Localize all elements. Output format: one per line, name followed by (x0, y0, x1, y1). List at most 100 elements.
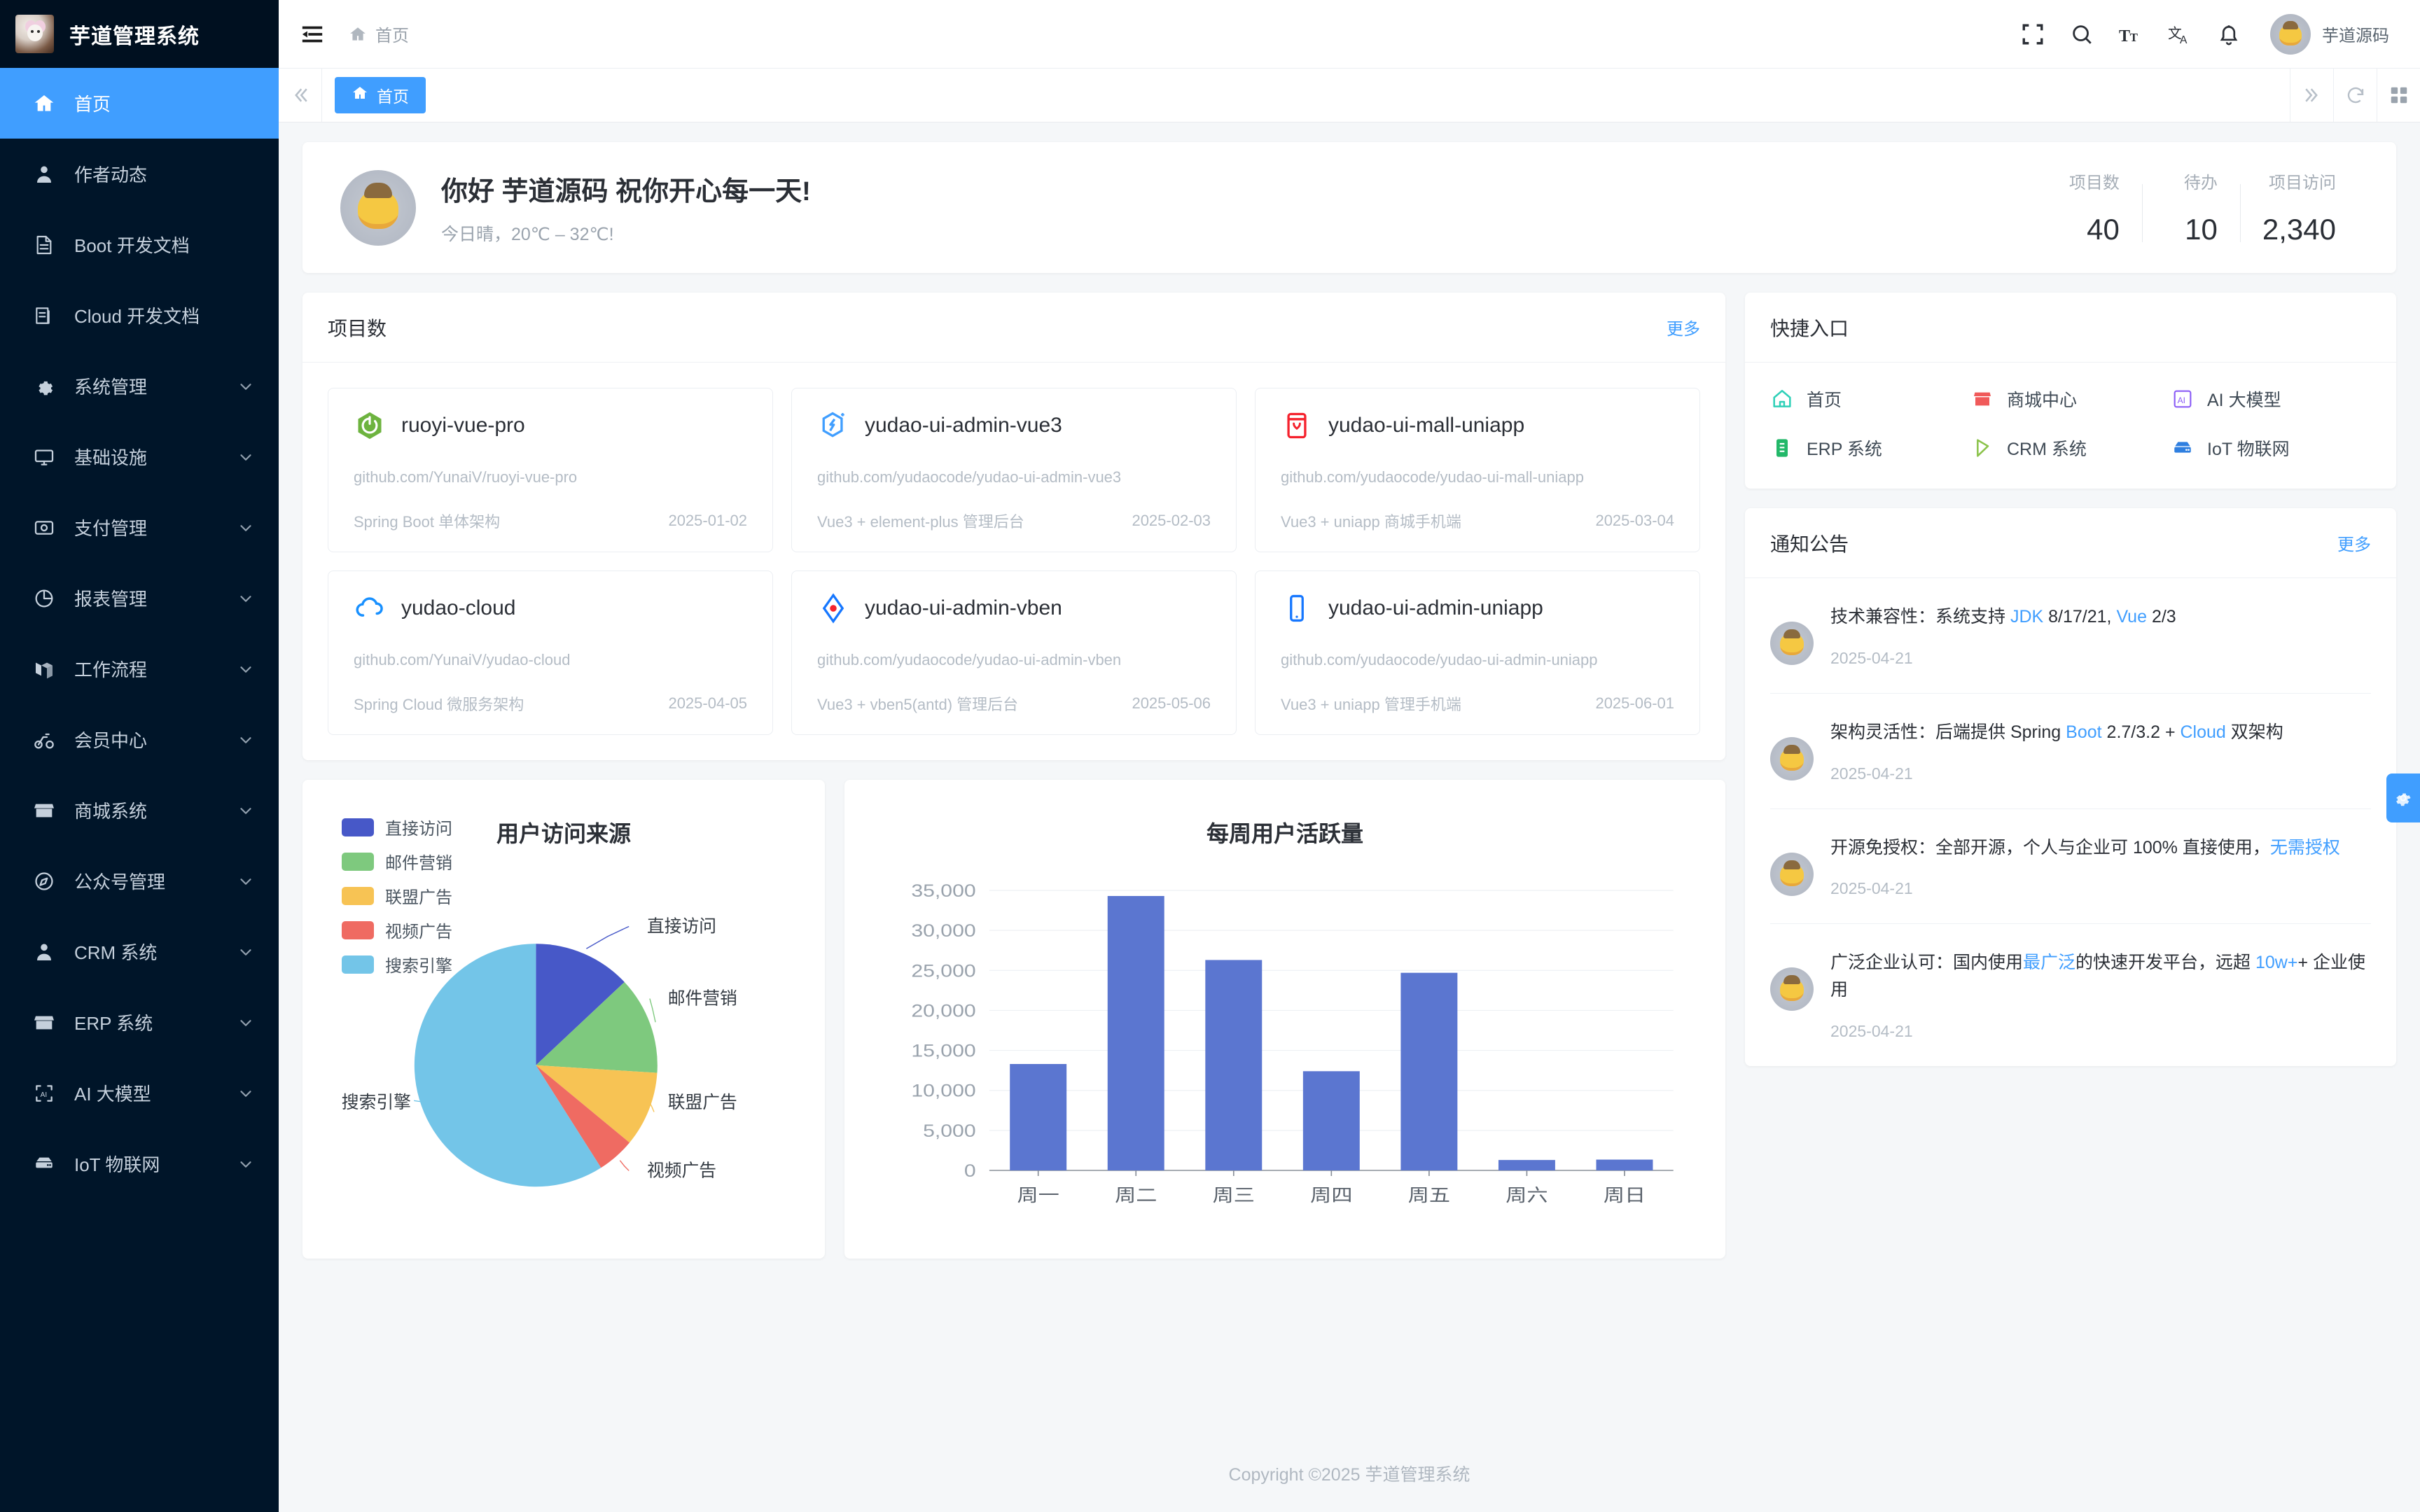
project-card[interactable]: ruoyi-vue-pro github.com/YunaiV/ruoyi-vu… (328, 388, 773, 552)
pie-slice[interactable] (414, 944, 601, 1187)
sidebar-item-label: IoT 物联网 (74, 1154, 160, 1175)
project-desc: Spring Boot 单体架构 (354, 513, 501, 531)
fullscreen-icon[interactable] (2008, 10, 2057, 59)
tab-1[interactable]: 首页 (335, 77, 426, 113)
legend-swatch (342, 955, 374, 974)
chevron-down-icon[interactable] (237, 1084, 255, 1102)
pie-legend-item[interactable]: 视频广告 (342, 918, 452, 942)
sidebar-item-7[interactable]: 支付管理 (0, 492, 279, 563)
quick-entry-item-6[interactable]: IoT 物联网 (2171, 435, 2371, 461)
bar[interactable] (1107, 896, 1164, 1170)
main-row: 项目数 更多 ruoyi-vue-pro github.com/YunaiV/r… (302, 293, 2396, 1259)
quick-entry-item-2[interactable]: 商城中心 (1970, 386, 2171, 412)
quick-entry-item-5[interactable]: CRM 系统 (1970, 435, 2171, 461)
search-icon[interactable] (2057, 10, 2106, 59)
chevron-double-left-icon[interactable] (279, 69, 322, 122)
sidebar-item-2[interactable]: 作者动态 (0, 139, 279, 209)
sidebar-item-6[interactable]: 基础设施 (0, 421, 279, 492)
notices-more-link[interactable]: 更多 (2337, 536, 2371, 554)
bar[interactable] (1205, 960, 1263, 1170)
sidebar-item-12[interactable]: 公众号管理 (0, 846, 279, 916)
bar[interactable] (1010, 1064, 1067, 1170)
y-axis-tick-label: 25,000 (911, 961, 975, 981)
pie-slice[interactable] (536, 981, 658, 1073)
settings-fab-gear-icon[interactable] (2386, 774, 2420, 822)
pie-slice[interactable] (536, 1065, 658, 1143)
pie-legend-item[interactable]: 邮件营销 (342, 849, 452, 874)
user-icon (32, 940, 56, 964)
chevron-down-icon[interactable] (237, 872, 255, 890)
bar[interactable] (1498, 1160, 1555, 1170)
project-card[interactable]: yudao-ui-mall-uniapp github.com/yudaocod… (1255, 388, 1700, 552)
pie-slice[interactable] (536, 944, 625, 1065)
chevron-down-icon[interactable] (237, 802, 255, 820)
project-card-head: ruoyi-vue-pro (354, 410, 747, 442)
pie-slice[interactable] (536, 1065, 630, 1168)
chevron-down-icon[interactable] (237, 519, 255, 537)
sidebar-item-10[interactable]: 会员中心 (0, 704, 279, 775)
project-card[interactable]: yudao-ui-admin-vue3 github.com/yudaocode… (791, 388, 1237, 552)
sidebar-item-16[interactable]: IoT 物联网 (0, 1128, 279, 1199)
notice-item[interactable]: 技术兼容性：系统支持 JDK 8/17/21, Vue 2/3 2025-04-… (1770, 578, 2371, 694)
sidebar-item-5[interactable]: 系统管理 (0, 351, 279, 421)
chevron-down-icon[interactable] (237, 943, 255, 961)
project-card[interactable]: yudao-ui-admin-uniapp github.com/yudaoco… (1255, 570, 1700, 735)
copyright: Copyright ©2025 芋道管理系统 (1228, 1465, 1470, 1485)
pie-slice-label: 联盟广告 (668, 1093, 737, 1112)
chevron-double-right-icon[interactable] (2290, 69, 2333, 122)
page-content: 你好 芋道源码 祝你开心每一天! 今日晴，20℃ – 32℃! 项目数 40 待办 1… (279, 122, 2420, 1435)
quick-entry-item-1[interactable]: 首页 (1770, 386, 1970, 412)
grid-icon[interactable] (2377, 69, 2420, 122)
notice-item[interactable]: 开源免授权：全部开源，个人与企业可 100% 直接使用，无需授权 2025-04… (1770, 809, 2371, 925)
quick-entry-label: IoT 物联网 (2207, 440, 2290, 459)
sidebar-item-14[interactable]: ERP 系统 (0, 987, 279, 1058)
projects-more-link[interactable]: 更多 (1667, 320, 1700, 339)
notice-item[interactable]: 广泛企业认可：国内使用最广泛的快速开发平台，远超 10w++ 企业使用 2025… (1770, 924, 2371, 1066)
home-icon (350, 27, 366, 41)
bar[interactable] (1302, 1071, 1360, 1170)
chevron-down-icon[interactable] (237, 731, 255, 749)
brand[interactable]: 芋道管理系统 (0, 0, 279, 68)
sidebar-item-15[interactable]: AI AI 大模型 (0, 1058, 279, 1128)
quick-entry-item-4[interactable]: ERP 系统 (1770, 435, 1970, 461)
sidebar-item-4[interactable]: Cloud 开发文档 (0, 280, 279, 351)
notice-item[interactable]: 架构灵活性：后端提供 Spring Boot 2.7/3.2 + Cloud 双… (1770, 694, 2371, 809)
notice-date: 2025-04-21 (1830, 1021, 1913, 1040)
pie-legend-item[interactable]: 搜索引擎 (342, 952, 452, 976)
pie-legend-item[interactable]: 直接访问 (342, 815, 452, 839)
sidebar-item-1[interactable]: 首页 (0, 68, 279, 139)
project-card[interactable]: yudao-ui-admin-vben github.com/yudaocode… (791, 570, 1237, 735)
legend-swatch (342, 920, 374, 939)
sidebar-item-11[interactable]: 商城系统 (0, 775, 279, 846)
project-url: github.com/yudaocode/yudao-ui-mall-uniap… (1281, 468, 1584, 486)
chevron-down-icon[interactable] (237, 377, 255, 396)
tabbar-right-actions (2290, 69, 2420, 122)
refresh-icon[interactable] (2333, 69, 2377, 122)
quick-entry-item-3[interactable]: AI AI 大模型 (2171, 386, 2371, 412)
chevron-down-icon[interactable] (237, 589, 255, 608)
legend-label: 搜索引擎 (385, 957, 452, 976)
home-icon (32, 92, 56, 115)
chevron-down-icon[interactable] (237, 1155, 255, 1173)
sidebar-item-3[interactable]: Boot 开发文档 (0, 209, 279, 280)
breadcrumb[interactable]: 首页 (349, 22, 409, 46)
content-scroll: 你好 芋道源码 祝你开心每一天! 今日晴，20℃ – 32℃! 项目数 40 待办 1… (279, 122, 2420, 1512)
chevron-down-icon[interactable] (237, 448, 255, 466)
project-card[interactable]: yudao-cloud github.com/YunaiV/yudao-clou… (328, 570, 773, 735)
sidebar-item-8[interactable]: 报表管理 (0, 563, 279, 634)
chevron-down-icon[interactable] (237, 1014, 255, 1032)
bell-icon[interactable] (2204, 10, 2253, 59)
chevron-down-icon[interactable] (237, 660, 255, 678)
stat-value: 2,340 (2262, 213, 2336, 246)
sidebar-item-9[interactable]: 工作流程 (0, 634, 279, 704)
sidebar-item-13[interactable]: CRM 系统 (0, 916, 279, 987)
bar[interactable] (1596, 1159, 1653, 1170)
left-column: 项目数 更多 ruoyi-vue-pro github.com/YunaiV/r… (302, 293, 1725, 1259)
user-menu[interactable]: 芋道源码 (2253, 13, 2396, 55)
bar[interactable] (1400, 972, 1458, 1170)
collapse-menu-icon[interactable] (297, 19, 328, 50)
pie-legend-item[interactable]: 联盟广告 (342, 883, 452, 908)
